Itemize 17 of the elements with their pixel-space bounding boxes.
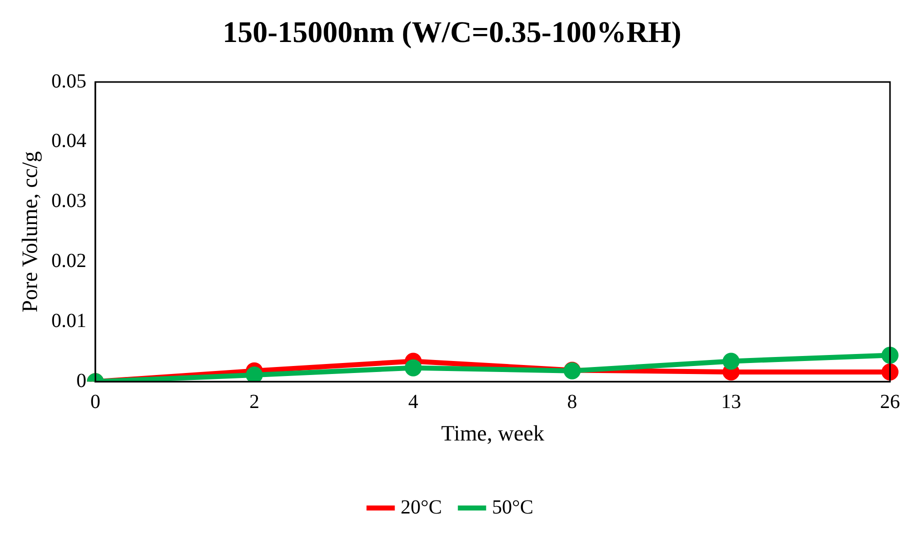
legend-label: 50°C — [492, 496, 534, 518]
legend-label: 20°C — [400, 496, 442, 518]
y-tick-label: 0.01 — [51, 310, 86, 332]
x-tick-label: 0 — [90, 390, 100, 413]
x-tick-label: 26 — [880, 390, 900, 413]
x-tick-label: 4 — [408, 390, 418, 413]
x-tick-label: 8 — [567, 390, 578, 413]
y-axis-title: Pore Volume, cc/g — [16, 151, 42, 312]
y-tick-label: 0.02 — [51, 250, 86, 272]
y-tick-label: 0.04 — [51, 130, 86, 152]
y-tick-label: 0 — [76, 370, 86, 392]
chart-title: 150-15000nm (W/C=0.35-100%RH) — [222, 16, 682, 49]
x-tick-label: 13 — [721, 390, 742, 413]
x-tick-label: 2 — [249, 390, 260, 413]
x-axis-title: Time, week — [441, 420, 544, 446]
y-tick-label: 0.03 — [51, 190, 86, 212]
y-tick-label: 0.05 — [51, 70, 86, 92]
